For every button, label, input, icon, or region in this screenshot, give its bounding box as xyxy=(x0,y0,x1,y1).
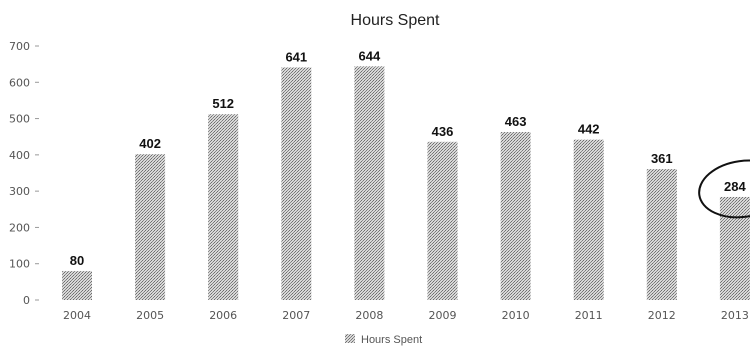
x-tick-label: 2008 xyxy=(355,309,383,322)
bar-value-label: 402 xyxy=(139,136,161,151)
x-tick-label: 2013 xyxy=(721,309,749,322)
bar-value-label: 641 xyxy=(285,49,307,64)
bar-value-label: 463 xyxy=(505,114,527,129)
bar-value-label: 80 xyxy=(70,253,84,268)
bar-value-label: 512 xyxy=(212,96,234,111)
bar-value-label: 284 xyxy=(724,179,746,194)
bar-value-label: 442 xyxy=(578,122,600,137)
y-tick-label: 300 xyxy=(9,185,30,198)
bar-2006 xyxy=(208,114,239,301)
x-tick-label: 2009 xyxy=(429,309,457,322)
y-tick-label: 500 xyxy=(9,113,30,126)
y-tick-label: 600 xyxy=(9,76,30,89)
x-tick-label: 2007 xyxy=(282,309,310,322)
bar-value-label: 436 xyxy=(432,124,454,139)
annotation-group xyxy=(698,159,750,219)
x-axis: 2004 2005 2006 2007 2008 2009 2010 2011 2012 2013 xyxy=(63,309,749,322)
x-tick-label: 2011 xyxy=(575,309,603,322)
legend-label: Hours Spent xyxy=(361,334,422,346)
bar-value-label: 644 xyxy=(359,48,381,63)
value-labels-group: 80 402 512 641 644 436 463 442 361 284 xyxy=(70,48,747,268)
bar-2005 xyxy=(135,154,166,300)
x-tick-label: 2006 xyxy=(209,309,237,322)
x-tick-label: 2012 xyxy=(648,309,676,322)
bar-2007 xyxy=(281,67,312,300)
y-axis: 0 100 200 300 400 500 600 700 xyxy=(9,40,39,307)
highlight-circle xyxy=(698,159,750,219)
legend: Hours Spent xyxy=(345,334,422,346)
bar-2011 xyxy=(573,139,604,300)
bar-2008 xyxy=(354,66,385,300)
x-tick-label: 2004 xyxy=(63,309,91,322)
chart-title: Hours Spent xyxy=(351,12,440,29)
y-tick-label: 100 xyxy=(9,258,30,271)
bar-2004 xyxy=(62,270,92,300)
legend-swatch xyxy=(345,334,355,343)
bar-2013 xyxy=(719,196,750,300)
y-tick-label: 700 xyxy=(9,40,30,53)
y-tick-label: 0 xyxy=(23,294,30,307)
bar-value-label: 361 xyxy=(651,151,673,166)
y-tick-label: 400 xyxy=(9,149,30,162)
bar-2012 xyxy=(646,169,677,300)
x-tick-label: 2005 xyxy=(136,309,164,322)
y-tick-label: 200 xyxy=(9,221,30,234)
x-tick-label: 2010 xyxy=(502,309,530,322)
bar-2009 xyxy=(427,141,458,300)
bar-2010 xyxy=(500,131,531,300)
bars-group xyxy=(62,66,750,301)
